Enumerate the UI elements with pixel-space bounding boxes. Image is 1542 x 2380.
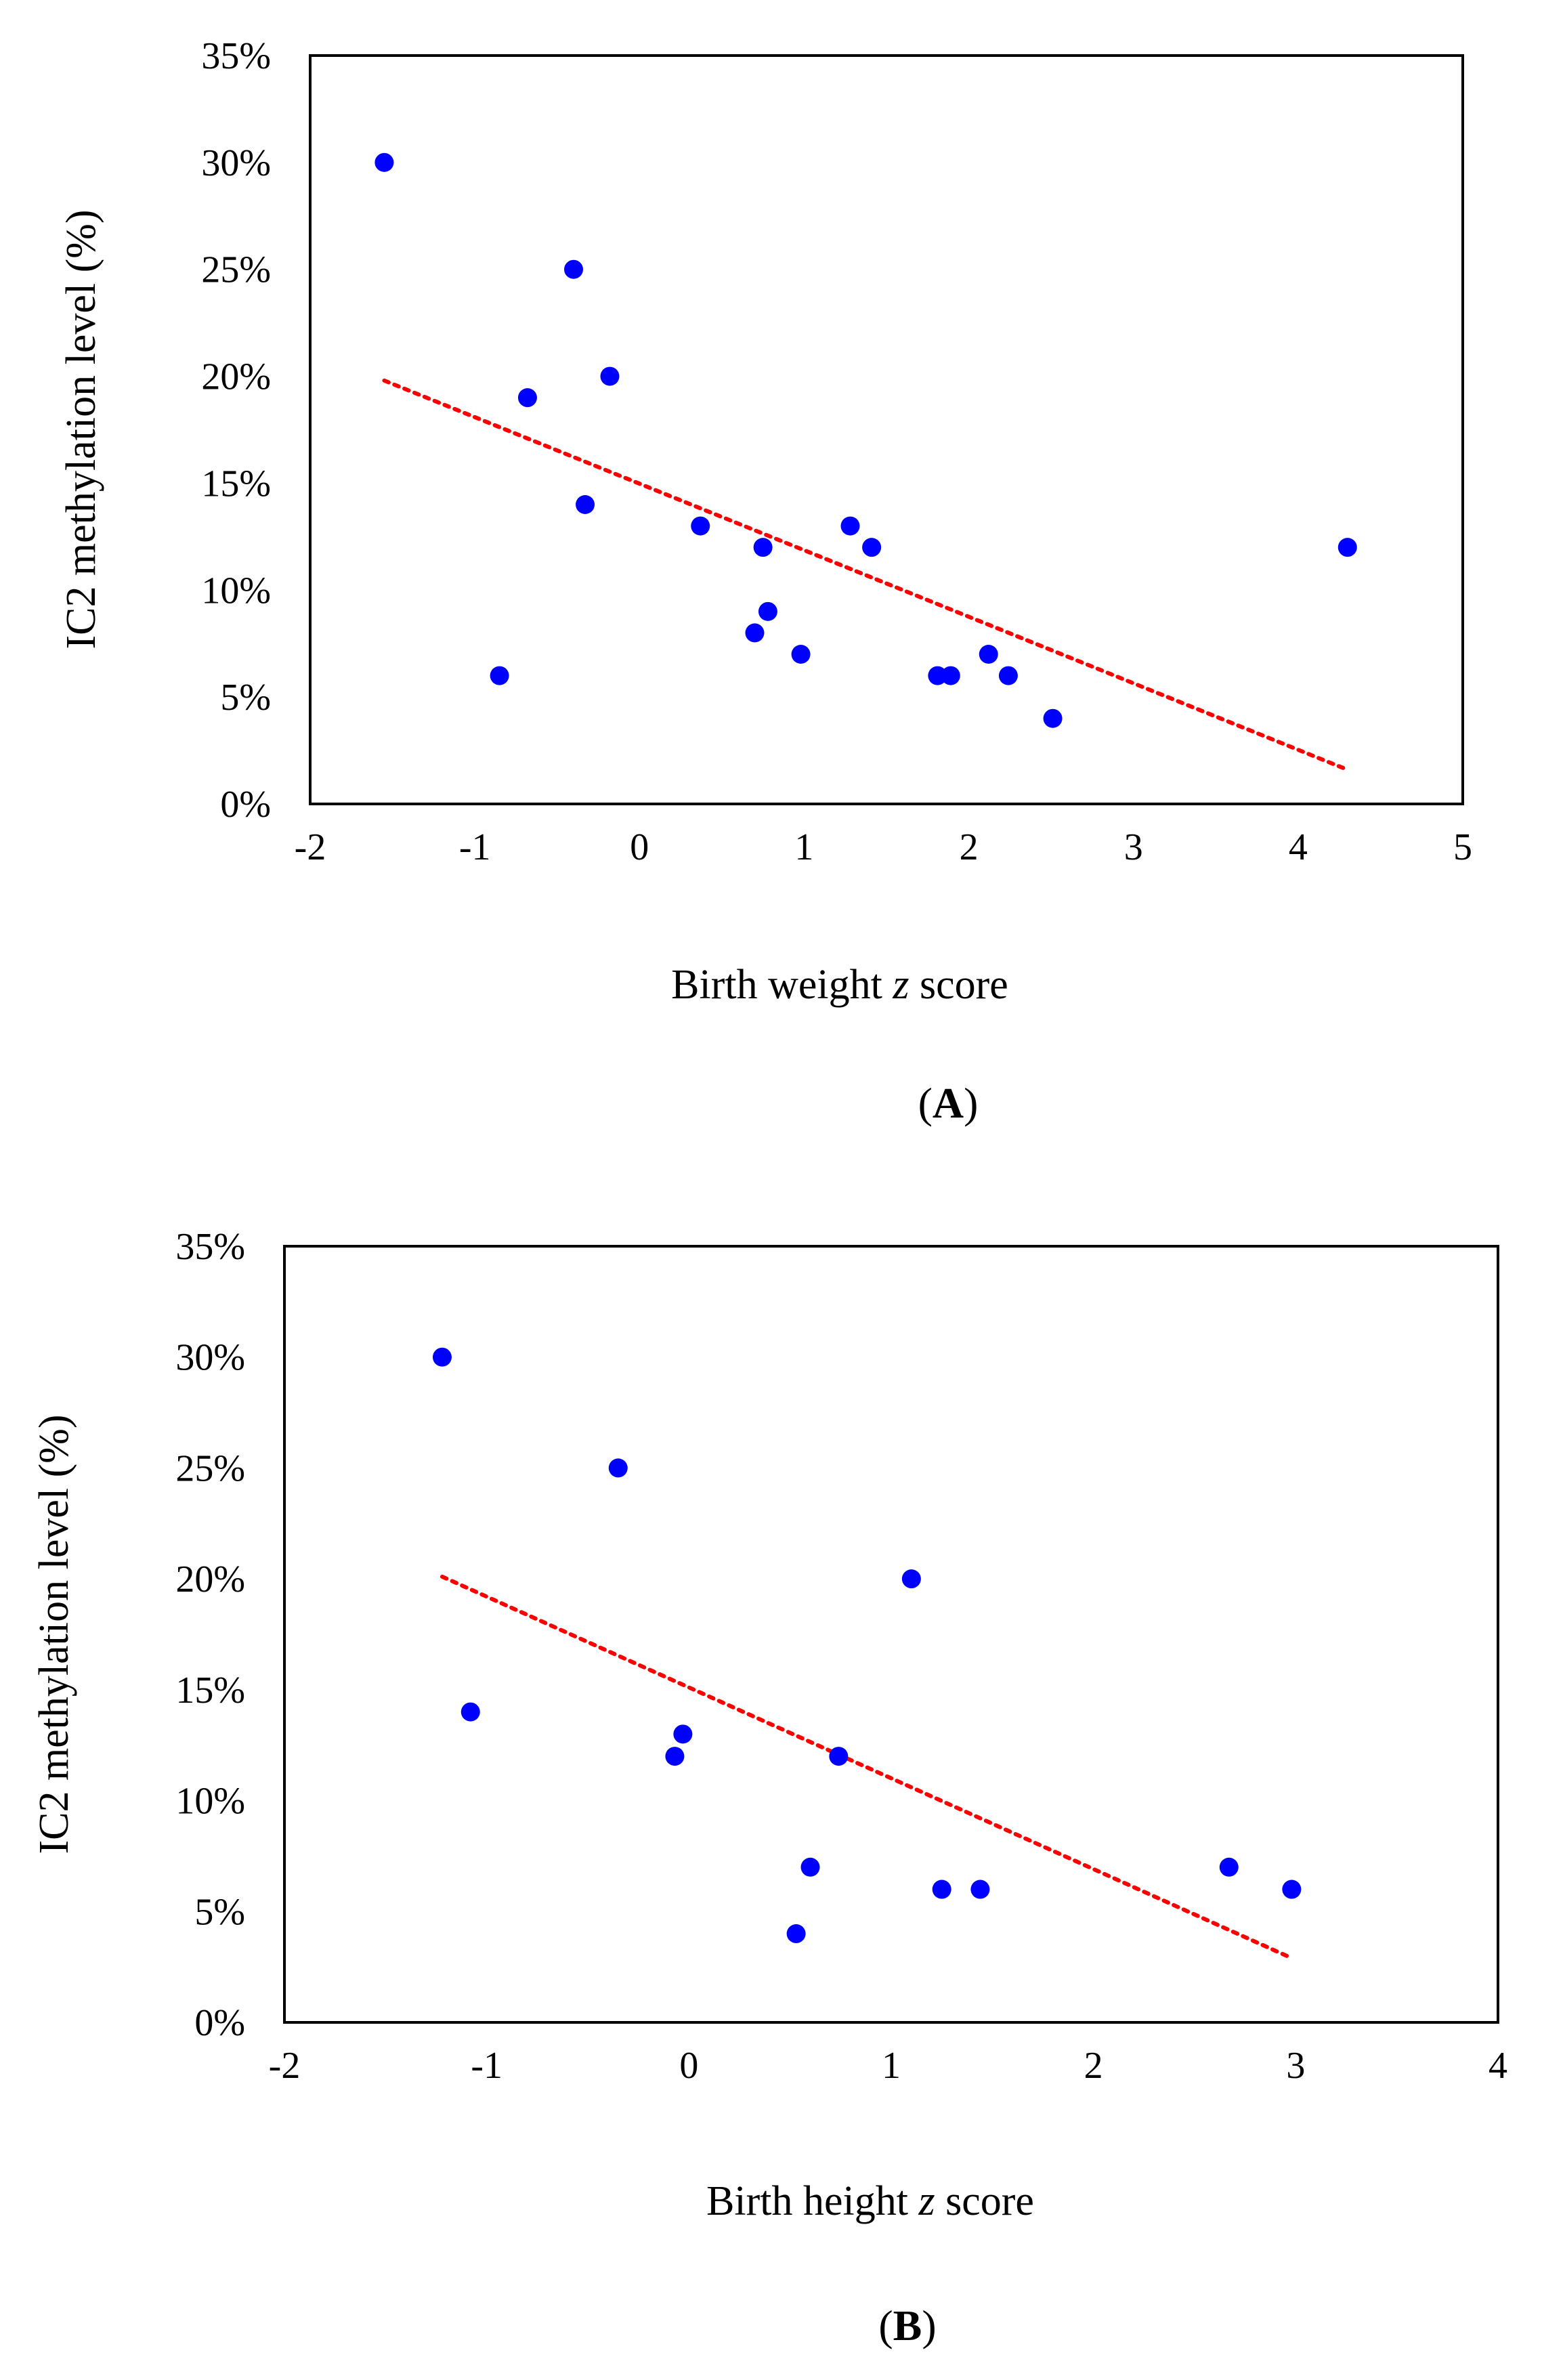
y-tick-label: 5% [220,677,271,719]
y-tick-label: 25% [175,1447,245,1489]
x-axis-title-variable: z [918,2178,935,2224]
y-tick-label: 0% [220,784,271,826]
data-point [791,645,811,664]
y-tick-label: 5% [194,1891,245,1933]
data-point [564,259,584,279]
data-point [979,645,998,664]
data-point [745,623,765,643]
data-point [673,1724,693,1744]
panel-label: (B) [878,2301,936,2350]
data-point [600,366,620,386]
x-tick-label: -2 [269,2045,301,2087]
panel-a: -2 -1 0 1 2 3 4 5 0% 5% 10% 15% 20% 25% 30% 35% Birth … [58,35,1472,1127]
data-point [1337,538,1357,557]
y-tick-label: 0% [194,2002,245,2044]
x-tick-label: 1 [882,2045,901,2087]
x-tick-label: 3 [1286,2045,1305,2087]
y-tick-label: 30% [201,142,271,184]
x-tick-label: 0 [679,2045,698,2087]
x-axis-title-prefix: Birth height [706,2178,918,2224]
data-point [576,495,595,514]
x-axis-title-suffix: score [909,962,1008,1008]
y-tick-label: 10% [201,570,271,612]
y-tick-label: 15% [175,1670,245,1712]
x-axis-title: Birth weight z score [671,962,1008,1008]
data-point [432,1347,452,1367]
data-point [941,666,960,685]
y-tick-labels: 0% 5% 10% 15% 20% 25% 30% 35% [175,1226,245,2044]
data-point [1219,1857,1239,1877]
x-tick-label: 2 [1084,2045,1103,2087]
x-tick-label: 4 [1289,826,1308,868]
panel-label: (A) [918,1079,979,1127]
x-tick-label: 3 [1124,826,1143,868]
data-point [1282,1879,1302,1899]
x-tick-label: 0 [630,826,649,868]
y-tick-label: 30% [175,1337,245,1379]
data-point [829,1747,849,1766]
x-axis-title-suffix: score [935,2178,1034,2224]
data-point [608,1458,628,1478]
plot-area-frame [309,54,1464,805]
y-axis-title: IC2 methylation level (%) [31,1414,77,1854]
data-point [840,516,860,536]
y-tick-label: 20% [201,356,271,398]
panel-label-letter: B [893,2301,922,2350]
trendline [382,378,1350,772]
x-axis-title: Birth height z score [706,2178,1034,2224]
panel-b: -2 -1 0 1 2 3 4 0% 5% 10% 15% 20% 25% 30% 35% Birth h… [31,1226,1507,2350]
y-tick-label: 35% [201,35,271,77]
plot-area-frame [283,1245,1499,2024]
y-tick-labels: 0% 5% 10% 15% 20% 25% 30% 35% [201,35,271,826]
data-point [786,1924,806,1944]
data-point [758,601,777,621]
data-point [800,1857,820,1877]
y-tick-label: 10% [175,1781,245,1823]
y-tick-label: 15% [201,463,271,505]
x-tick-label: -1 [471,2045,502,2087]
x-tick-label: 1 [794,826,813,868]
x-axis-title-prefix: Birth weight [671,962,893,1008]
trendline [440,1574,1294,1961]
data-point [928,666,947,685]
data-point [691,516,710,536]
x-tick-label: -2 [295,826,326,868]
data-point [862,538,882,557]
x-axis-title-variable: z [892,962,909,1008]
y-tick-label: 35% [175,1226,245,1268]
x-tick-label: 2 [960,826,979,868]
x-tick-labels: -2 -1 0 1 2 3 4 5 [295,826,1472,868]
data-point [901,1569,921,1589]
data-points [432,1347,1302,1944]
x-tick-label: 4 [1489,2045,1507,2087]
data-point [932,1879,951,1899]
x-tick-labels: -2 -1 0 1 2 3 4 [269,2045,1507,2087]
data-point [970,1879,990,1899]
data-point [374,152,394,172]
data-point [665,1747,685,1766]
data-point [753,538,773,557]
y-tick-label: 20% [175,1558,245,1600]
data-point [461,1702,480,1722]
data-point [517,388,537,408]
x-tick-label: -1 [459,826,491,868]
panel-label-letter: A [933,1079,964,1127]
data-points [374,152,1357,728]
data-point [1043,708,1063,728]
data-point [490,666,509,685]
y-axis-title: IC2 methylation level (%) [58,209,104,649]
data-point [998,666,1018,685]
y-tick-label: 25% [201,249,271,291]
x-tick-label: 5 [1453,826,1472,868]
